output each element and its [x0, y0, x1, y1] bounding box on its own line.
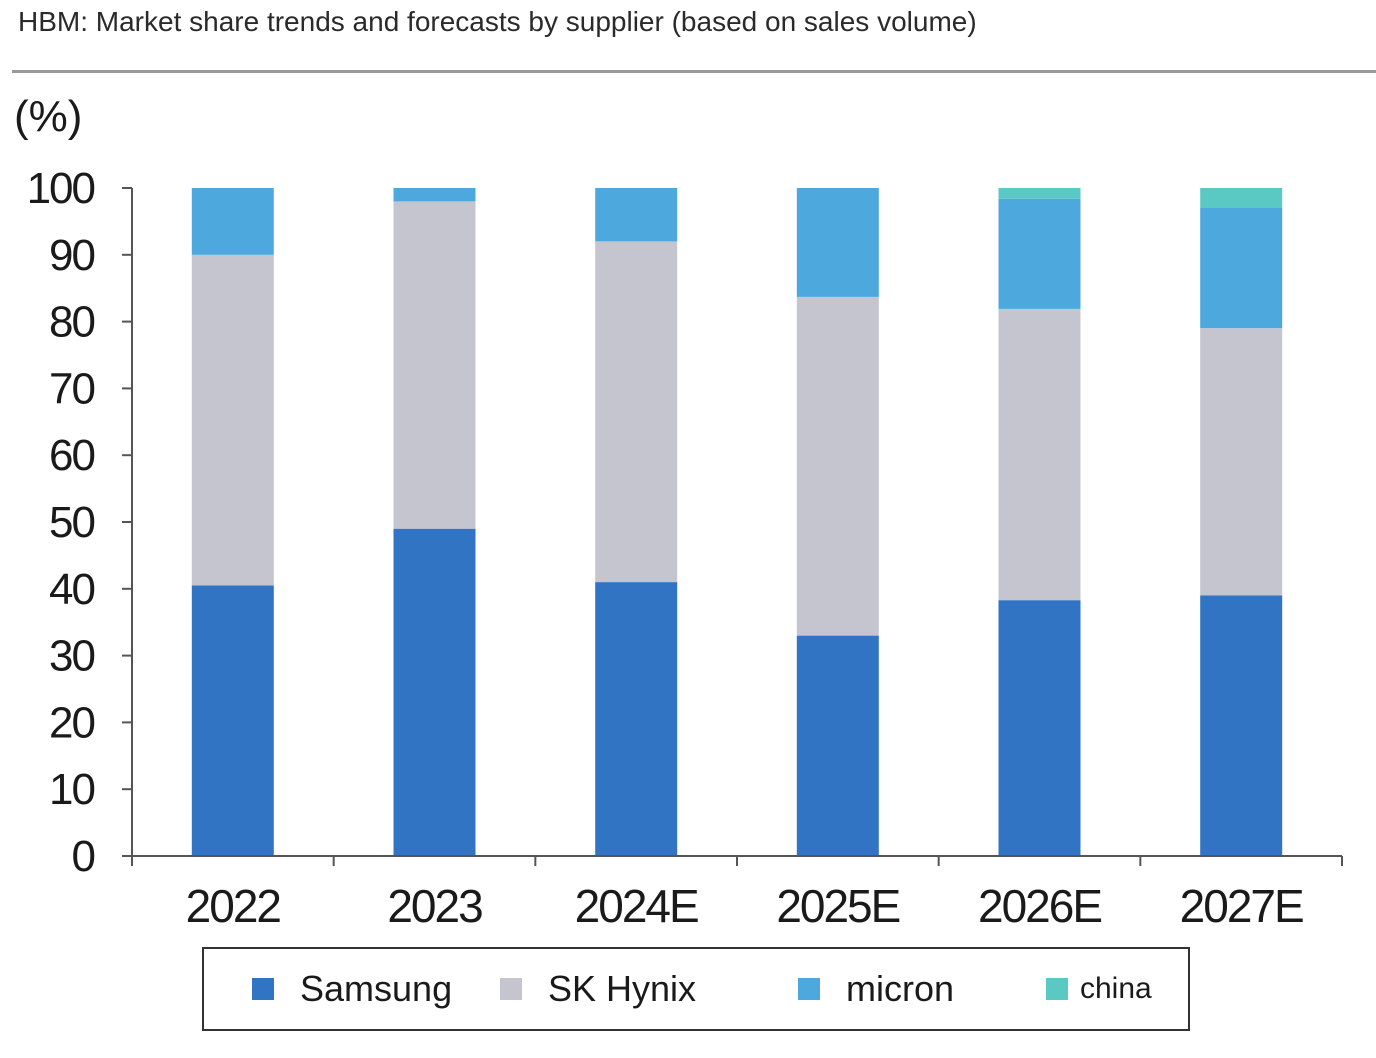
- bar-samsung-2027e: [1200, 595, 1283, 856]
- bar-micron-2025e: [796, 188, 879, 297]
- y-tick-label-100: 100: [27, 164, 95, 213]
- bar-micron-2023: [393, 188, 476, 202]
- bar-china-2027e: [1200, 188, 1283, 208]
- legend-swatch-micron: [798, 978, 820, 1000]
- bar-sk-hynix-2026e: [998, 308, 1081, 601]
- bar-micron-2022: [191, 188, 274, 255]
- y-tick-label-60: 60: [49, 431, 94, 480]
- y-tick-label-50: 50: [49, 498, 94, 547]
- bar-samsung-2024e: [595, 582, 678, 856]
- chart-title: HBM: Market share trends and forecasts b…: [18, 6, 977, 37]
- bar-samsung-2022: [191, 585, 274, 856]
- bar-sk-hynix-2027e: [1200, 328, 1283, 596]
- legend-swatch-sk-hynix: [500, 978, 522, 1000]
- legend-label-micron: micron: [846, 968, 955, 1009]
- y-tick-label-30: 30: [49, 632, 94, 681]
- y-tick-label-10: 10: [49, 765, 94, 814]
- y-tick-label-20: 20: [49, 698, 94, 747]
- legend-item-samsung: Samsung: [252, 949, 452, 1029]
- legend-swatch-china: [1046, 978, 1068, 1000]
- title-divider: [12, 70, 1376, 73]
- legend-swatch-samsung: [252, 978, 274, 1000]
- y-tick-label-70: 70: [49, 364, 94, 413]
- y-tick-label-80: 80: [49, 298, 94, 347]
- y-tick-label-0: 0: [72, 832, 95, 881]
- bar-micron-2027e: [1200, 208, 1283, 329]
- legend-item-sk-hynix: SK Hynix: [500, 949, 696, 1029]
- x-tick-label-2027e: 2027E: [1180, 880, 1303, 932]
- x-tick-label-2023: 2023: [387, 880, 482, 932]
- bar-sk-hynix-2024e: [595, 241, 678, 583]
- chart-legend: Samsung SK Hynix micron china: [202, 947, 1190, 1031]
- x-tick-label-2025e: 2025E: [776, 880, 899, 932]
- bar-samsung-2023: [393, 528, 476, 856]
- bar-sk-hynix-2022: [191, 254, 274, 586]
- bar-micron-2024e: [595, 188, 678, 242]
- legend-label-samsung: Samsung: [300, 968, 453, 1009]
- bar-sk-hynix-2023: [393, 201, 476, 529]
- x-tick-label-2026e: 2026E: [978, 880, 1101, 932]
- legend-item-micron: micron: [798, 949, 954, 1029]
- x-tick-label-2024e: 2024E: [575, 880, 698, 932]
- legend-label-sk-hynix: SK Hynix: [548, 968, 697, 1009]
- stacked-bar-chart: 0 10 20 30 40 50 60 70 80 90 100 2022 2023 2024E 2025E…: [27, 164, 1343, 932]
- x-tick-label-2022: 2022: [186, 880, 281, 932]
- bar-china-2026e: [998, 188, 1081, 199]
- bar-samsung-2026e: [998, 600, 1081, 856]
- bar-samsung-2025e: [796, 635, 879, 856]
- legend-label-china: china: [1080, 972, 1152, 1005]
- y-tick-label-90: 90: [49, 231, 94, 280]
- y-axis-unit-label: (%): [14, 92, 83, 141]
- y-tick-label-40: 40: [49, 565, 94, 614]
- legend-item-china: china: [1046, 949, 1152, 1029]
- bar-sk-hynix-2025e: [796, 296, 879, 636]
- bar-micron-2026e: [998, 198, 1081, 309]
